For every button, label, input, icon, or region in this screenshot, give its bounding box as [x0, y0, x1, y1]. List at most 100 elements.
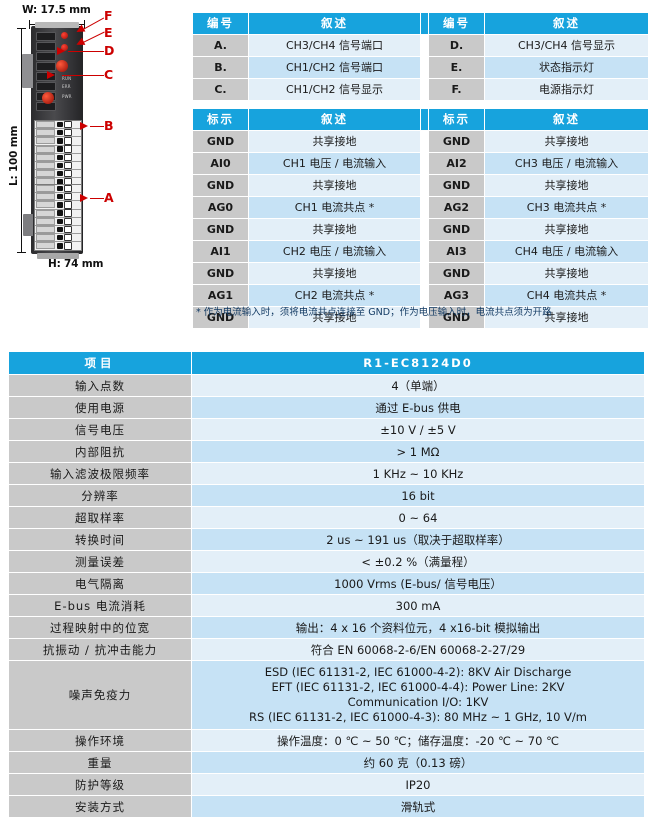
- index-header-code-left: 编号: [192, 12, 249, 35]
- table-row: AG0 CH1 电流共点 * AG2 CH3 电流共点 *: [192, 196, 649, 219]
- pin-desc: 共享接地: [248, 218, 421, 241]
- pin-desc: 共享接地: [484, 174, 649, 197]
- spec-key: E-bus 电流消耗: [8, 594, 192, 617]
- spec-value: 通过 E-bus 供电: [191, 396, 645, 419]
- spec-row: 内部阻抗 > 1 MΩ: [8, 440, 645, 463]
- spec-key: 安装方式: [8, 795, 192, 818]
- column-gap: [420, 108, 429, 131]
- column-gap: [420, 152, 429, 175]
- pin-mark: GND: [428, 218, 485, 241]
- column-gap: [420, 130, 429, 153]
- spec-key: 使用电源: [8, 396, 192, 419]
- table-row: GND 共享接地 GND 共享接地: [192, 218, 649, 241]
- spec-key: 输入滤波极限频率: [8, 462, 192, 485]
- index-header-desc-left: 叙述: [248, 12, 421, 35]
- spec-value: 滑轨式: [191, 795, 645, 818]
- spec-value: 约 60 克（0.13 磅）: [191, 751, 645, 774]
- callout-arrow-a: [80, 194, 88, 202]
- spec-row: 信号电压 ±10 V / ±5 V: [8, 418, 645, 441]
- width-dimension-label: W: 17.5 mm: [22, 4, 91, 16]
- pin-header-mark-left: 标示: [192, 108, 249, 131]
- power-led-indicator: [61, 32, 68, 39]
- table-row: B. CH1/CH2 信号端口 E. 状态指示灯: [192, 56, 649, 79]
- pin-desc: CH4 电流共点 *: [484, 284, 649, 307]
- callout-label-a: A: [104, 190, 114, 205]
- terminal-block-ch12: [34, 120, 82, 187]
- column-gap: [420, 174, 429, 197]
- pin-mark: GND: [428, 130, 485, 153]
- spec-row: 测量误差 < ±0.2 %（满量程）: [8, 550, 645, 573]
- ch12-signal-led: [42, 92, 54, 104]
- top-section: W: 17.5 mm L: 100 mm H: 74 mm: [0, 0, 653, 330]
- pin-desc: CH1 电流共点 *: [248, 196, 421, 219]
- spec-key: 防护等级: [8, 773, 192, 796]
- spec-key: 电气隔离: [8, 572, 192, 595]
- pin-mark: GND: [428, 174, 485, 197]
- table-row: GND 共享接地 GND 共享接地: [192, 130, 649, 153]
- table-row: GND 共享接地 GND 共享接地: [192, 262, 649, 285]
- status-led-indicator: [61, 44, 68, 51]
- spec-key: 内部阻抗: [8, 440, 192, 463]
- pin-desc: 共享接地: [484, 218, 649, 241]
- pin-mark: GND: [192, 130, 249, 153]
- spec-value: ±10 V / ±5 V: [191, 418, 645, 441]
- spec-header-row: 项目 R1-EC8124D0: [8, 351, 645, 375]
- spec-value: 0 ~ 64: [191, 506, 645, 529]
- index-table: 编号 叙述 编号 叙述 A. CH3/CH4 信号端口 D. CH3/CH4 信…: [192, 12, 649, 101]
- index-code: C.: [192, 78, 249, 101]
- spec-row: 防护等级 IP20: [8, 773, 645, 796]
- spec-key: 超取样率: [8, 506, 192, 529]
- spec-key: 过程映射中的位宽: [8, 616, 192, 639]
- led-text-run: RUN: [62, 76, 72, 81]
- spec-value: 2 us ~ 191 us（取决于超取样率）: [191, 528, 645, 551]
- spec-value: 300 mA: [191, 594, 645, 617]
- column-gap: [420, 34, 429, 57]
- column-gap: [420, 56, 429, 79]
- spec-row: 操作环境 操作温度：0 ℃ ~ 50 ℃；储存温度：-20 ℃ ~ 70 ℃: [8, 729, 645, 752]
- pin-mark: GND: [428, 262, 485, 285]
- callout-label-c: C: [104, 67, 114, 82]
- pin-mark: AG3: [428, 284, 485, 307]
- specification-table: 项目 R1-EC8124D0 输入点数 4（单端） 使用电源 通过 E-bus 供电信…: [8, 351, 645, 818]
- column-gap: [420, 78, 429, 101]
- pin-desc: CH3 电压 / 电流输入: [484, 152, 649, 175]
- pin-mark: AI3: [428, 240, 485, 263]
- spec-row: 重量约 60 克（0.13 磅）: [8, 751, 645, 774]
- spec-value: < ±0.2 %（满量程）: [191, 550, 645, 573]
- column-gap: [420, 218, 429, 241]
- callout-leader-a: [90, 198, 104, 200]
- index-desc: CH1/CH2 信号显示: [248, 78, 421, 101]
- pin-mark: GND: [192, 174, 249, 197]
- led-text-err: ERR: [62, 84, 71, 89]
- callout-label-d: D: [104, 43, 115, 58]
- column-gap: [420, 196, 429, 219]
- spec-value: 1000 Vrms (E-bus/ 信号电压）: [191, 572, 645, 595]
- spec-key: 信号电压: [8, 418, 192, 441]
- index-header-code-right: 编号: [428, 12, 485, 35]
- terminal-block-ch34: [34, 184, 82, 251]
- pin-desc: CH4 电压 / 电流输入: [484, 240, 649, 263]
- callout-leader-d: [68, 51, 104, 53]
- spec-key: 测量误差: [8, 550, 192, 573]
- table-row: GND 共享接地 GND 共享接地: [192, 174, 649, 197]
- pin-desc: 共享接地: [484, 130, 649, 153]
- spec-row: 超取样率 0 ~ 64: [8, 506, 645, 529]
- index-code: E.: [428, 56, 485, 79]
- pin-desc: 共享接地: [248, 262, 421, 285]
- spec-key: 重量: [8, 751, 192, 774]
- index-code: B.: [192, 56, 249, 79]
- pin-desc: CH2 电压 / 电流输入: [248, 240, 421, 263]
- pin-mark: GND: [192, 218, 249, 241]
- spec-value: 输出：4 x 16 个资料位元，4 x16-bit 模拟输出: [191, 616, 645, 639]
- pin-desc: 共享接地: [484, 262, 649, 285]
- spec-value: 符合 EN 60068-2-6/EN 60068-2-27/29: [191, 638, 645, 661]
- column-gap: [420, 12, 429, 35]
- spec-value: > 1 MΩ: [191, 440, 645, 463]
- module-illustration: RUN ERR PWR: [22, 22, 83, 259]
- index-desc: CH1/CH2 信号端口: [248, 56, 421, 79]
- table-row: AI0 CH1 电压 / 电流输入 AI2 CH3 电压 / 电流输入: [192, 152, 649, 175]
- column-gap: [420, 262, 429, 285]
- pin-table-footnote: * 作为电流输入时，须将电流共点连接至 GND；作为电压输入时，电流共点须为开路: [196, 307, 552, 318]
- pin-mark: AG1: [192, 284, 249, 307]
- pin-header-desc-right: 叙述: [484, 108, 649, 131]
